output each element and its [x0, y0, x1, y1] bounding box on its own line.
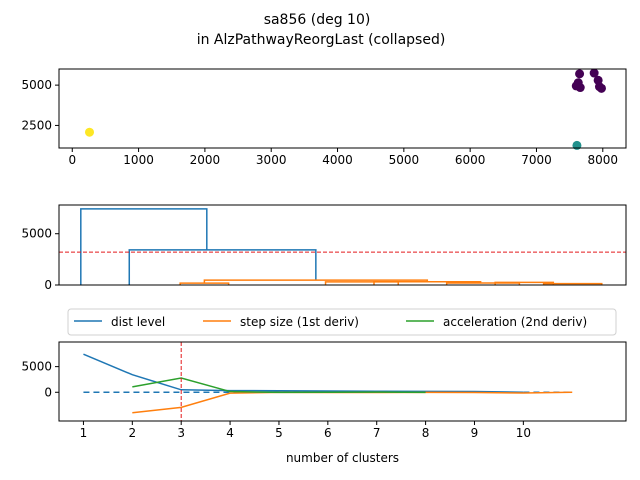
legend: dist level step size (1st deriv) accelerat…	[67, 308, 617, 336]
scatter-point	[575, 83, 585, 93]
x-tick-label: 3	[177, 426, 185, 440]
x-tick-label: 8	[422, 426, 430, 440]
scatter-axes: 0 1000 2000 3000 4000 5000 6000 7000 8000 2500 500…	[21, 68, 627, 167]
series-line	[83, 353, 524, 394]
x-tick-label: 2	[128, 426, 136, 440]
scatter-point	[85, 127, 95, 137]
figure-title: sa856 (deg 10)	[264, 12, 371, 28]
dendrogram-link	[542, 282, 603, 285]
x-tick-label: 4000	[322, 153, 353, 167]
x-tick-label: 1000	[123, 153, 154, 167]
scatter-point	[572, 140, 582, 150]
x-tick-label: 5000	[389, 153, 420, 167]
dendrogram-link	[324, 281, 399, 285]
dendrogram-axes: 0 5000	[21, 204, 627, 292]
x-tick-label: 9	[471, 426, 479, 440]
y-tick-label: 5000	[21, 78, 52, 92]
line-axes: 1 2 3 4 5 6 7 8 9 10 0 5000 number of clusters	[21, 341, 627, 465]
x-tick-label: 3000	[256, 153, 287, 167]
dendrogram-link	[445, 282, 521, 285]
y-tick-label: 2500	[21, 118, 52, 132]
legend-label: acceleration (2nd deriv)	[443, 315, 587, 329]
x-tick-label: 4	[226, 426, 234, 440]
x-tick-label: 2000	[190, 153, 221, 167]
x-tick-label: 1	[80, 426, 88, 440]
scatter-point	[575, 69, 585, 79]
y-tick-label: 5000	[21, 227, 52, 241]
y-tick-label: 0	[44, 385, 52, 399]
y-tick-label: 0	[44, 278, 52, 292]
x-tick-label: 0	[68, 153, 76, 167]
legend-label: step size (1st deriv)	[240, 315, 359, 329]
line-frame	[58, 341, 627, 422]
dendrogram-link	[128, 249, 317, 285]
figure-subtitle: in AlzPathwayReorgLast (collapsed)	[197, 32, 446, 48]
x-tick-label: 7	[373, 426, 381, 440]
x-tick-label: 7000	[521, 153, 552, 167]
x-tick-label: 5	[275, 426, 283, 440]
scatter-point	[596, 83, 606, 93]
scatter-point	[589, 68, 599, 78]
y-tick-label: 5000	[21, 360, 52, 374]
scatter-frame	[58, 68, 627, 149]
x-tick-label: 8000	[588, 153, 619, 167]
x-tick-label: 6	[324, 426, 332, 440]
x-axis-label: number of clusters	[286, 451, 399, 465]
legend-label: dist level	[111, 315, 165, 329]
x-tick-label: 10	[516, 426, 531, 440]
dendrogram-frame	[58, 204, 627, 286]
series-line	[132, 391, 573, 414]
dendrogram-link	[80, 208, 208, 285]
legend-box	[67, 308, 617, 336]
x-tick-label: 6000	[455, 153, 486, 167]
